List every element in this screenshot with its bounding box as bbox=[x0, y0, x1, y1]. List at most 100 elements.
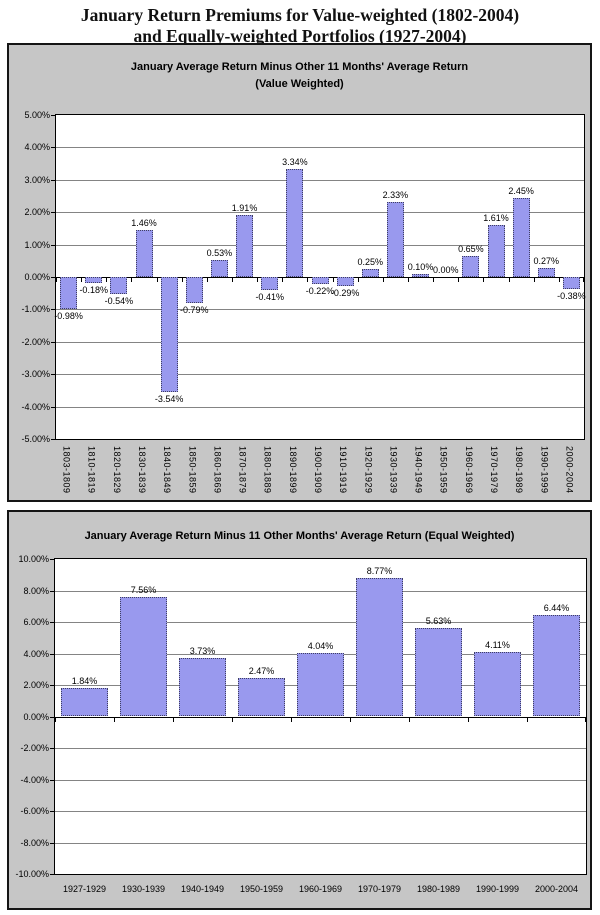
equal-weighted-chart: January Average Return Minus 11 Other Mo… bbox=[7, 510, 592, 910]
bar bbox=[537, 268, 555, 277]
y-axis-tick bbox=[50, 716, 55, 718]
gridline bbox=[56, 406, 584, 408]
y-axis-label: -5.00% bbox=[21, 434, 50, 444]
y-axis-tick bbox=[51, 309, 56, 311]
x-axis-label: 2000-2004 bbox=[564, 446, 575, 494]
x-axis-tick bbox=[56, 277, 57, 282]
gridline bbox=[55, 811, 586, 812]
x-axis-label: 1940-1949 bbox=[180, 884, 225, 894]
x-axis-tick bbox=[583, 277, 584, 282]
gridline bbox=[55, 622, 586, 623]
data-label: -0.38% bbox=[557, 291, 586, 302]
gridline bbox=[56, 341, 584, 343]
bar bbox=[61, 687, 108, 717]
y-axis-label: 3.00% bbox=[24, 174, 50, 185]
x-axis-tick bbox=[232, 716, 233, 722]
bar bbox=[412, 273, 430, 277]
y-axis-tick bbox=[51, 439, 56, 440]
y-axis-tick bbox=[51, 147, 56, 149]
x-axis-label: 1990-1999 bbox=[539, 446, 550, 494]
x-axis-tick bbox=[585, 716, 586, 722]
y-axis-label: 2.00% bbox=[24, 207, 50, 218]
y-axis-tick bbox=[51, 212, 56, 214]
bar bbox=[311, 277, 329, 285]
y-axis-label: -2.00% bbox=[20, 743, 49, 753]
y-axis-label: 6.00% bbox=[23, 617, 49, 627]
y-axis-tick bbox=[50, 559, 55, 560]
data-label: 7.56% bbox=[130, 585, 157, 596]
x-axis-label: 1960-1969 bbox=[463, 446, 474, 494]
y-axis-label: 0.00% bbox=[24, 272, 50, 282]
equal-weighted-chart-title: January Average Return Minus 11 Other Mo… bbox=[9, 528, 590, 545]
data-label: -0.54% bbox=[104, 296, 134, 307]
x-axis-tick bbox=[181, 277, 183, 282]
y-axis-label: -8.00% bbox=[20, 837, 49, 848]
y-axis-label: -4.00% bbox=[21, 401, 50, 412]
y-axis-label: -1.00% bbox=[21, 304, 50, 315]
x-axis-tick bbox=[332, 277, 334, 282]
x-axis-label: 1940-1949 bbox=[413, 446, 424, 494]
bar bbox=[85, 277, 103, 283]
x-axis-label: 1880-1889 bbox=[262, 446, 273, 494]
equal-weighted-plot-area: 10.00% 8.00% 6.00% 4.00% 2.00% 0.00% -2.00% -4.… bbox=[15, 554, 587, 894]
data-label: -0.22% bbox=[305, 286, 335, 297]
data-label: 2.47% bbox=[248, 665, 275, 676]
bar bbox=[562, 277, 580, 290]
gridline bbox=[55, 779, 586, 781]
x-axis-tick bbox=[458, 277, 460, 282]
value-weighted-plot-area: 5.00% 4.00% 3.00% 2.00% 1.00% 0.00% -1.00% -2.0… bbox=[21, 110, 585, 494]
y-axis-label: 4.00% bbox=[24, 142, 50, 153]
data-label: 3.73% bbox=[189, 645, 216, 656]
data-label: -0.79% bbox=[180, 304, 209, 315]
y-axis-tick bbox=[50, 874, 55, 875]
gridline bbox=[55, 748, 586, 749]
bar bbox=[210, 259, 228, 277]
x-axis-label: 1840-1849 bbox=[162, 446, 173, 494]
x-axis-label: 1920-1929 bbox=[363, 446, 374, 494]
value-weighted-chart-title-line-2: (Value Weighted) bbox=[255, 78, 344, 90]
y-axis-tick bbox=[51, 244, 56, 246]
bar bbox=[356, 578, 403, 717]
data-label: 6.44% bbox=[543, 603, 570, 614]
x-axis-tick bbox=[106, 277, 108, 282]
x-axis-label: 1970-1979 bbox=[357, 884, 402, 894]
bar bbox=[297, 652, 344, 717]
y-axis-tick bbox=[50, 685, 55, 686]
x-axis-tick bbox=[350, 716, 351, 722]
y-axis-tick bbox=[50, 622, 55, 623]
y-axis-label: -6.00% bbox=[20, 806, 49, 816]
y-axis-tick bbox=[51, 406, 56, 408]
data-label: 4.11% bbox=[485, 639, 510, 650]
bar bbox=[120, 597, 167, 717]
x-axis-label: 1830-1839 bbox=[137, 446, 147, 494]
gridline bbox=[56, 147, 584, 149]
y-axis-label: 1.00% bbox=[24, 239, 50, 250]
bar bbox=[512, 197, 530, 277]
data-label: -3.54% bbox=[154, 393, 184, 404]
data-label: 0.27% bbox=[533, 256, 560, 267]
bar bbox=[185, 277, 203, 303]
x-axis-label: 1820-1829 bbox=[111, 446, 122, 494]
y-axis-label: 8.00% bbox=[23, 585, 49, 596]
gridline bbox=[55, 842, 586, 844]
x-axis-tick bbox=[508, 277, 510, 282]
x-axis-label: 1870-1879 bbox=[237, 446, 248, 494]
bar bbox=[60, 277, 78, 309]
x-axis-label: 1860-1869 bbox=[212, 446, 223, 494]
x-axis-tick bbox=[408, 277, 409, 282]
y-axis-label: 5.00% bbox=[24, 110, 50, 120]
x-axis-tick bbox=[558, 277, 560, 282]
bar bbox=[533, 615, 580, 717]
bar bbox=[336, 277, 354, 287]
bar bbox=[415, 627, 462, 717]
data-label: 1.91% bbox=[231, 203, 258, 214]
x-axis-tick bbox=[291, 716, 292, 722]
bar bbox=[474, 651, 521, 717]
data-label: 0.25% bbox=[357, 256, 384, 267]
data-label: 2.45% bbox=[508, 185, 534, 196]
x-axis-tick bbox=[282, 277, 284, 282]
x-axis-label: 1930-1939 bbox=[121, 884, 166, 894]
data-label: 8.77% bbox=[366, 566, 393, 577]
gridline bbox=[56, 244, 584, 246]
x-axis-tick bbox=[357, 277, 359, 282]
